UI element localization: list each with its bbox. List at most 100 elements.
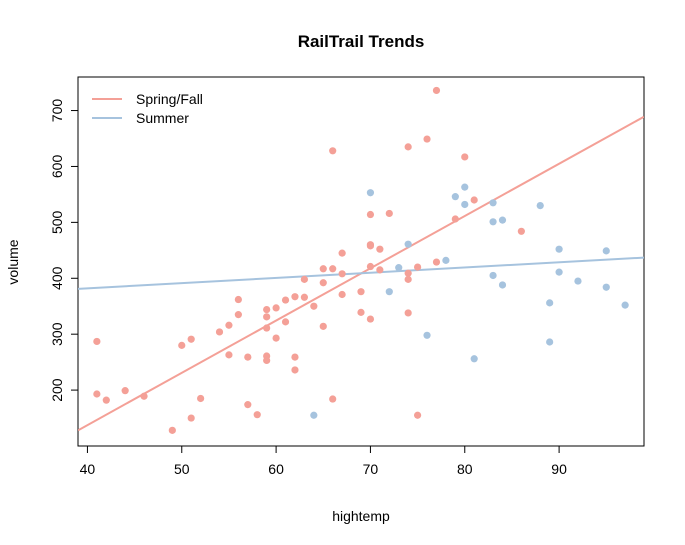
x-tick-label: 60 — [268, 461, 284, 477]
point-spring-fall — [404, 143, 412, 151]
point-spring-fall — [168, 426, 176, 434]
legend: Spring/Fall Summer — [92, 91, 203, 126]
point-spring-fall — [244, 401, 252, 409]
point-spring-fall — [272, 304, 280, 312]
point-spring-fall — [215, 328, 224, 336]
point-spring-fall — [272, 334, 280, 342]
point-spring-fall — [414, 411, 422, 419]
point-spring-fall — [300, 275, 308, 283]
point-spring-fall — [319, 265, 327, 273]
point-summer — [442, 256, 450, 264]
point-spring-fall — [404, 309, 412, 317]
point-summer — [404, 240, 412, 248]
point-spring-fall — [470, 196, 478, 204]
point-summer — [602, 247, 610, 255]
point-summer — [461, 183, 469, 191]
point-spring-fall — [319, 322, 327, 330]
x-tick-label: 70 — [363, 461, 379, 477]
point-spring-fall — [93, 390, 101, 398]
x-tick-label: 40 — [80, 461, 96, 477]
x-axis: 40 50 60 70 80 90 — [80, 445, 567, 477]
point-spring-fall — [329, 265, 337, 273]
point-spring-fall — [197, 394, 205, 403]
point-summer — [310, 411, 318, 419]
point-spring-fall — [263, 305, 271, 314]
point-spring-fall — [234, 295, 242, 304]
point-spring-fall — [414, 263, 422, 271]
point-summer — [602, 283, 610, 291]
point-spring-fall — [404, 269, 412, 277]
point-spring-fall — [366, 210, 375, 219]
point-spring-fall — [263, 324, 271, 332]
point-spring-fall — [225, 351, 233, 359]
point-spring-fall — [300, 293, 308, 301]
point-spring-fall — [357, 308, 365, 316]
point-summer — [555, 268, 563, 276]
point-spring-fall — [432, 258, 441, 266]
point-spring-fall — [385, 209, 393, 218]
y-tick-label: 600 — [49, 155, 65, 179]
point-spring-fall — [187, 414, 195, 422]
point-summer — [489, 271, 497, 280]
point-spring-fall — [93, 337, 101, 346]
point-spring-fall — [338, 270, 346, 278]
point-summer — [489, 218, 497, 226]
point-spring-fall — [357, 288, 365, 296]
x-tick-label: 90 — [551, 461, 567, 477]
point-spring-fall — [319, 279, 327, 287]
point-spring-fall — [366, 242, 375, 250]
point-summer — [395, 264, 403, 272]
y-tick-label: 500 — [49, 210, 65, 234]
point-spring-fall — [329, 147, 337, 155]
point-spring-fall — [281, 318, 290, 326]
point-spring-fall — [244, 353, 252, 361]
point-summer — [385, 288, 393, 296]
legend-label: Summer — [136, 110, 189, 126]
y-axis-label: volume — [5, 239, 21, 284]
point-spring-fall — [291, 293, 299, 301]
chart-title: RailTrail Trends — [298, 32, 425, 51]
point-spring-fall — [376, 245, 384, 253]
point-summer — [546, 299, 554, 307]
point-spring-fall — [263, 356, 271, 365]
point-spring-fall — [376, 266, 384, 274]
point-spring-fall — [291, 353, 299, 361]
point-summer — [574, 277, 582, 285]
point-summer — [470, 355, 478, 363]
y-tick-label: 300 — [49, 322, 65, 346]
data-points — [93, 86, 629, 434]
y-tick-label: 700 — [49, 99, 65, 123]
point-summer — [621, 301, 629, 309]
point-summer — [555, 245, 563, 253]
point-spring-fall — [187, 335, 195, 343]
point-summer — [546, 338, 554, 346]
point-spring-fall — [366, 262, 375, 271]
point-spring-fall — [140, 392, 148, 400]
point-spring-fall — [253, 411, 261, 419]
legend-label: Spring/Fall — [136, 91, 203, 107]
point-spring-fall — [432, 86, 441, 95]
point-summer — [423, 331, 431, 339]
point-spring-fall — [451, 215, 459, 223]
x-axis-label: hightemp — [332, 508, 390, 524]
y-tick-label: 400 — [49, 266, 65, 290]
point-summer — [498, 281, 507, 289]
point-spring-fall — [225, 321, 233, 329]
point-summer — [461, 200, 469, 209]
point-spring-fall — [102, 396, 110, 404]
point-spring-fall — [310, 302, 318, 310]
y-axis: 200 300 400 500 600 700 — [49, 99, 79, 402]
y-tick-label: 200 — [49, 378, 65, 402]
point-spring-fall — [121, 387, 129, 395]
point-summer — [489, 199, 497, 207]
x-tick-label: 80 — [457, 461, 473, 477]
point-spring-fall — [281, 296, 290, 304]
point-spring-fall — [517, 227, 525, 235]
point-spring-fall — [329, 395, 337, 403]
point-spring-fall — [291, 366, 299, 374]
fit-lines — [78, 115, 644, 432]
point-summer — [366, 189, 375, 197]
point-summer — [498, 216, 507, 224]
point-spring-fall — [234, 311, 242, 319]
